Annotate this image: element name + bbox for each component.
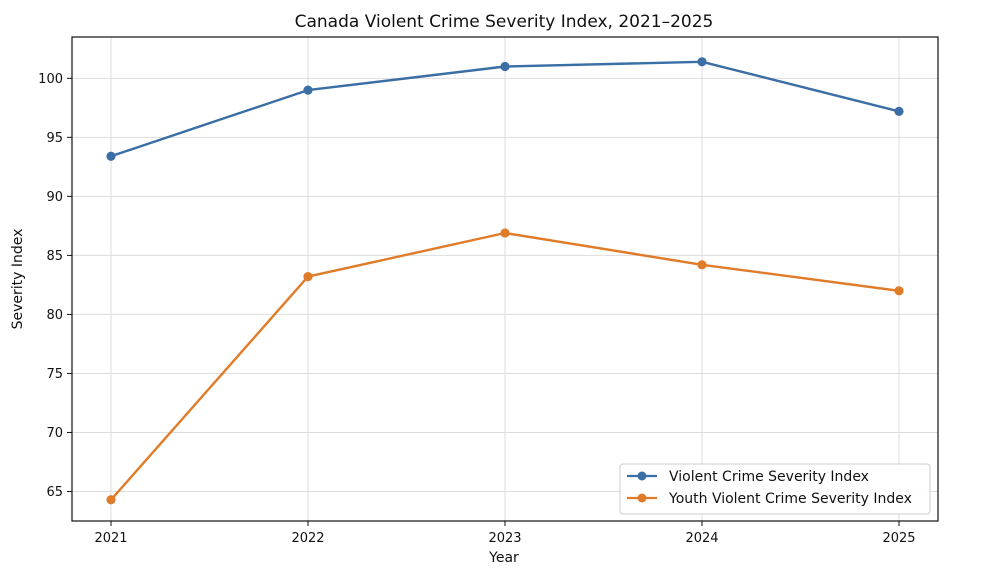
y-tick-label: 75	[46, 367, 63, 382]
data-point-series-0-2021	[106, 151, 116, 161]
y-tick-label: 85	[46, 249, 63, 264]
data-point-series-0-2024	[697, 57, 707, 67]
y-tick-label: 100	[38, 72, 63, 87]
data-point-series-0-2023	[500, 61, 510, 72]
data-point-series-1-2025	[894, 286, 904, 296]
data-point-series-0-2025	[894, 106, 904, 116]
legend: Violent Crime Severity Index Youth Viole…	[619, 463, 931, 515]
data-point-series-1-2023	[500, 228, 510, 238]
y-axis-label: Severity Index	[10, 229, 26, 330]
legend-label-violent-crime: Violent Crime Severity Index	[669, 469, 869, 485]
legend-box	[619, 463, 931, 515]
data-point-series-0-2022	[303, 85, 313, 95]
x-tick-label: 2021	[94, 531, 127, 546]
grid-lines	[72, 37, 938, 521]
legend-marker-youth-violent-crime	[637, 493, 647, 503]
y-tick-label: 70	[46, 426, 63, 441]
chart-title: Canada Violent Crime Severity Index, 202…	[295, 12, 714, 32]
series-layer	[106, 57, 904, 505]
y-tick-label: 90	[46, 190, 63, 205]
x-tick-label: 2025	[882, 531, 915, 546]
y-tick-label: 80	[46, 308, 63, 323]
data-point-series-1-2021	[106, 495, 116, 505]
x-axis-label: Year	[488, 550, 519, 566]
data-point-series-1-2022	[303, 272, 313, 282]
x-tick-label: 2023	[488, 531, 521, 546]
x-tick-label: 2022	[291, 531, 324, 546]
x-tick-label: 2024	[685, 531, 718, 546]
legend-label-youth-violent-crime: Youth Violent Crime Severity Index	[668, 491, 912, 507]
data-point-series-1-2024	[697, 260, 707, 270]
legend-marker-violent-crime	[637, 471, 647, 481]
y-tick-label: 95	[46, 131, 63, 146]
x-axis-ticks: 2021 2022 2023 2024 2025	[94, 521, 916, 546]
y-axis-ticks: 65 70 75 80 85 90 95 100	[38, 72, 72, 500]
y-tick-label: 65	[46, 485, 63, 500]
